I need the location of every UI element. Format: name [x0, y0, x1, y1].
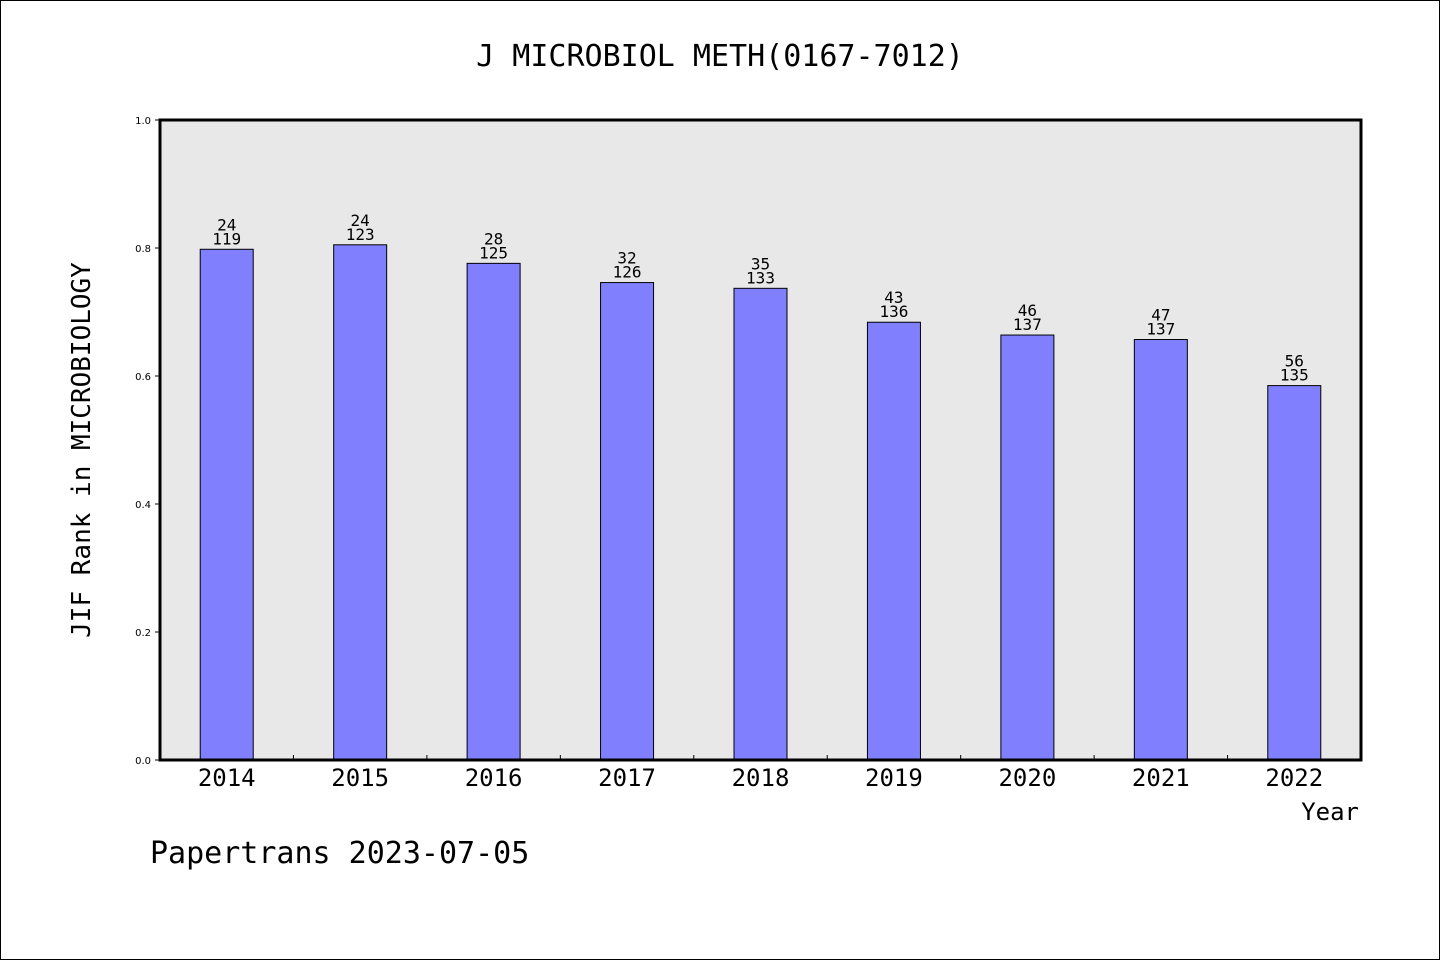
bar-rank-label: 56 — [1285, 352, 1304, 371]
x-tick-label: 2016 — [465, 764, 523, 792]
bar-2015 — [333, 244, 388, 761]
bar-rank-label: 35 — [751, 254, 770, 273]
x-tick-label: 2022 — [1265, 764, 1323, 792]
x-tick-label: 2017 — [598, 764, 656, 792]
bar-2022 — [1267, 385, 1322, 761]
bar-rank-label: 32 — [617, 249, 636, 268]
bar-total-label: 136 — [879, 302, 908, 321]
y-tick-label: 0.0 — [135, 756, 151, 767]
bar-rank-label: 28 — [484, 229, 503, 248]
x-tick-label: 2020 — [998, 764, 1056, 792]
bar-2021 — [1133, 339, 1188, 761]
bar-2016 — [466, 262, 521, 761]
x-tick-label: 2021 — [1132, 764, 1190, 792]
bar-2018 — [733, 287, 788, 761]
bar-2019 — [866, 321, 921, 761]
y-tick-label: 0.2 — [135, 628, 151, 639]
y-tick-label: 0.8 — [135, 244, 151, 255]
bar-rank-label: 24 — [217, 215, 236, 234]
y-tick-label: 1.0 — [135, 116, 151, 127]
bar-2020 — [1000, 334, 1055, 761]
bar-2014 — [199, 248, 254, 761]
bars-group — [199, 244, 1322, 761]
bar-total-label: 119 — [212, 229, 241, 248]
bar-total-label: 137 — [1013, 315, 1042, 334]
x-tick-label: 2015 — [331, 764, 389, 792]
bar-total-label: 133 — [746, 268, 775, 287]
x-axis-label: Year — [1301, 798, 1359, 826]
y-tick-label: 0.4 — [135, 500, 151, 511]
x-tick-label: 2019 — [865, 764, 923, 792]
bar-total-label: 123 — [346, 225, 375, 244]
bar-total-label: 135 — [1280, 366, 1309, 385]
y-axis-label: JIF Rank in MICROBIOLOGY — [67, 262, 97, 638]
chart-title: J MICROBIOL METH(0167-7012) — [476, 39, 964, 74]
x-tick-label: 2014 — [198, 764, 256, 792]
bar-total-label: 137 — [1146, 320, 1175, 339]
y-tick-label: 0.6 — [135, 372, 151, 383]
x-tick-label: 2018 — [732, 764, 790, 792]
y-axis: 0.0 0.2 0.4 0.6 0.8 1.0 — [135, 116, 160, 767]
bar-total-label: 126 — [613, 263, 642, 282]
bar-2017 — [600, 282, 655, 761]
x-axis: 2014 2015 2016 2017 2018 2019 2020 2021 2022 — [198, 755, 1323, 792]
bar-rank-label: 24 — [351, 211, 370, 230]
footer-text: Papertrans 2023-07-05 — [150, 836, 529, 871]
bar-rank-label: 46 — [1018, 301, 1037, 320]
plot-border — [158, 118, 1363, 762]
bar-rank-label: 43 — [884, 288, 903, 307]
bar-total-label: 125 — [479, 243, 508, 262]
bar-rank-label: 47 — [1151, 306, 1170, 325]
